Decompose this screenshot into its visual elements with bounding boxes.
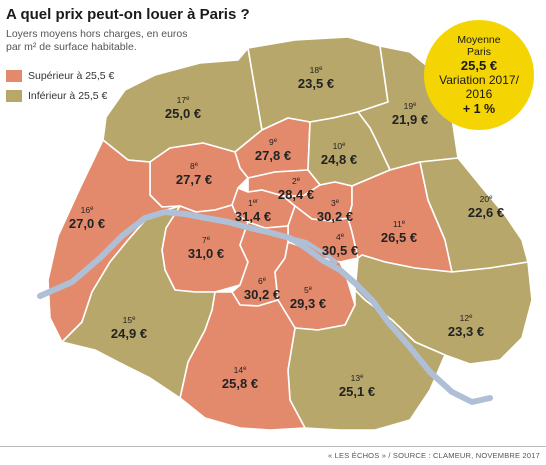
arrondissement-20-value: 22,6 €: [468, 205, 504, 220]
arrondissement-7-label: 7e: [202, 235, 211, 245]
arrondissement-14-value: 25,8 €: [222, 376, 258, 391]
badge-line-1: Moyenne: [457, 33, 501, 46]
arrondissement-2-label: 2e: [292, 176, 301, 186]
legend-item-below: Inférieur à 25,5 €: [6, 89, 107, 103]
badge-variation-label-2: 2016: [465, 86, 493, 101]
arrondissement-8-value: 27,7 €: [176, 172, 212, 187]
arrondissement-4-label: 4e: [336, 232, 345, 242]
arrondissement-20-label: 20e: [480, 194, 493, 204]
badge-variation-label-1: Variation 2017/: [439, 72, 519, 87]
footer-divider: [0, 446, 546, 447]
ile-de-la-cite-channel: [288, 236, 338, 264]
badge-line-2: Paris: [467, 45, 491, 58]
arrondissement-17: [102, 47, 263, 163]
badge-average-value: 25,5 €: [460, 57, 498, 73]
arrondissement-8-label: 8e: [190, 161, 199, 171]
subtitle-line-2: par m² de surface habitable.: [6, 41, 137, 53]
arrondissement-10-value: 24,8 €: [321, 152, 357, 167]
arrondissement-15-label: 15e: [123, 315, 136, 325]
arrondissement-9-value: 27,8 €: [255, 148, 291, 163]
source-footer: « LES ÉCHOS » / SOURCE : CLAMEUR, NOVEMB…: [328, 451, 540, 460]
arrondissement-12-label: 12e: [460, 313, 473, 323]
arrondissement-18-value: 23,5 €: [298, 76, 334, 91]
legend-item-above: Supérieur à 25,5 €: [6, 69, 114, 83]
arrondissement-13-label: 13e: [351, 373, 364, 383]
legend-swatch-above: [6, 70, 22, 82]
arrondissement-18-label: 18e: [310, 65, 323, 75]
chart-title: A quel prix peut-on louer à Paris ?: [6, 6, 250, 23]
arrondissement-5-value: 29,3 €: [290, 296, 326, 311]
arrondissement-19-label: 19e: [404, 101, 417, 111]
arrondissement-4-value: 30,5 €: [322, 243, 358, 258]
arrondissement-15-value: 24,9 €: [111, 326, 147, 341]
arrondissement-13-value: 25,1 €: [339, 384, 375, 399]
subtitle-line-1: Loyers moyens hors charges, en euros: [6, 28, 188, 40]
legend-swatch-below: [6, 90, 22, 102]
arrondissement-2-value: 28,4 €: [278, 187, 314, 202]
arrondissement-11-value: 26,5 €: [381, 230, 417, 245]
legend-label-above: Supérieur à 25,5 €: [28, 70, 115, 82]
arrondissement-10-label: 10e: [333, 141, 346, 151]
arrondissement-6-label: 6e: [258, 276, 267, 286]
arrondissement-1-label: 1er: [248, 198, 258, 208]
arrondissement-1-value: 31,4 €: [235, 209, 271, 224]
legend-label-below: Inférieur à 25,5 €: [28, 90, 108, 102]
arrondissement-19-value: 21,9 €: [392, 112, 428, 127]
arrondissement-7-value: 31,0 €: [188, 246, 224, 261]
arrondissement-16-value: 27,0 €: [69, 216, 105, 231]
arrondissement-3-value: 30,2 €: [317, 209, 353, 224]
badge-variation-value: + 1 %: [462, 101, 496, 116]
arrondissement-9-label: 9e: [269, 137, 278, 147]
paris-average-badge: Moyenne Paris 25,5 € Variation 2017/ 201…: [424, 20, 534, 130]
arrondissement-17-label: 17e: [177, 95, 190, 105]
arrondissement-16-label: 16e: [81, 205, 94, 215]
chart-subtitle: Loyers moyens hors charges, en euros par…: [6, 28, 206, 54]
arrondissement-6-value: 30,2 €: [244, 287, 280, 302]
arrondissement-3-label: 3e: [331, 198, 340, 208]
arrondissement-17-value: 25,0 €: [165, 106, 201, 121]
arrondissement-14-label: 14e: [234, 365, 247, 375]
arrondissement-5-label: 5e: [304, 285, 313, 295]
arrondissement-11-label: 11e: [393, 219, 406, 229]
arrondissement-12-value: 23,3 €: [448, 324, 484, 339]
